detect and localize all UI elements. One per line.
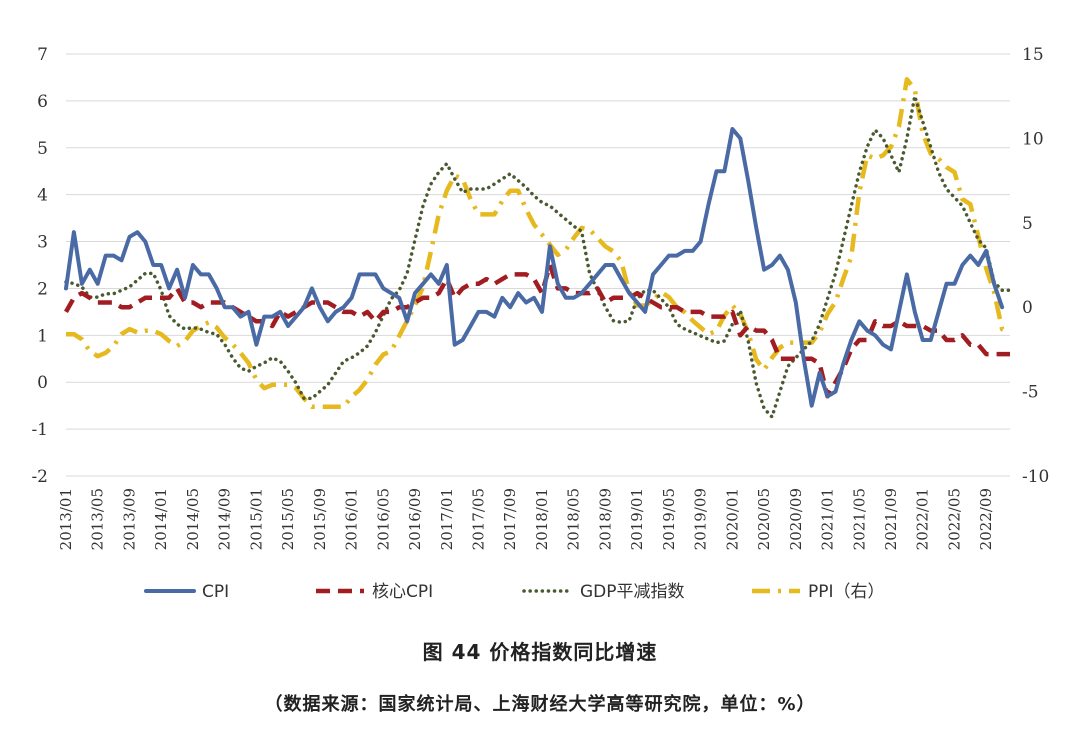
x-tick-label: 2015/05 [279, 488, 297, 550]
y-right-tick-label: 15 [1022, 45, 1044, 65]
y-right-tick-label: 0 [1022, 298, 1033, 318]
x-tick-label: 2019/05 [660, 488, 678, 550]
x-tick-label: 2014/01 [152, 488, 170, 550]
x-tick-label: 2020/01 [723, 488, 741, 550]
x-tick-label: 2018/01 [533, 488, 551, 550]
y-left-tick-label: -1 [31, 420, 48, 440]
series-line-2 [64, 94, 1012, 419]
legend-label-2: GDP平减指数 [580, 582, 685, 602]
x-axis: 2013/01 2013/05 2013/09 2014/01 2014/05 2014/… [57, 488, 995, 550]
x-tick-label: 2022/01 [914, 488, 932, 550]
y-axis-left: -2 -1 0 1 2 3 4 5 6 7 [31, 45, 48, 487]
y-right-tick-label: 5 [1022, 214, 1033, 234]
x-tick-label: 2021/09 [882, 488, 900, 550]
x-tick-label: 2018/09 [596, 488, 614, 550]
y-axis-right: -10 -5 0 5 10 15 [1022, 45, 1049, 487]
x-tick-label: 2019/09 [692, 488, 710, 550]
y-left-tick-label: 5 [37, 139, 48, 159]
gridlines [66, 53, 1010, 477]
y-left-tick-label: -2 [31, 467, 48, 487]
legend-label-1: 核心CPI [372, 582, 433, 602]
x-tick-label: 2014/09 [216, 488, 234, 550]
legend: CPI 核心CPI GDP平减指数 PPI（右） [144, 582, 885, 602]
x-tick-label: 2022/09 [977, 488, 995, 550]
series-line-3 [66, 77, 1010, 410]
x-tick-label: 2021/01 [819, 488, 837, 550]
x-tick-label: 2022/05 [945, 488, 963, 550]
x-tick-label: 2013/05 [89, 488, 107, 550]
x-tick-label: 2015/09 [311, 488, 329, 550]
x-tick-label: 2020/05 [755, 488, 773, 550]
x-tick-label: 2014/05 [184, 488, 202, 550]
x-tick-label: 2017/01 [438, 488, 456, 550]
x-tick-label: 2016/01 [343, 488, 361, 550]
x-tick-label: 2013/01 [57, 488, 75, 550]
figure-source: （数据来源：国家统计局、上海财经大学高等研究院，单位：%） [264, 694, 816, 715]
x-tick-label: 2013/09 [120, 488, 138, 550]
y-left-tick-label: 7 [37, 45, 48, 65]
x-tick-label: 2020/09 [787, 488, 805, 550]
y-left-tick-label: 4 [37, 186, 48, 206]
y-right-tick-label: -10 [1022, 467, 1049, 487]
y-left-tick-label: 3 [37, 233, 48, 253]
series-line-0 [64, 127, 1005, 408]
y-left-tick-label: 0 [37, 373, 48, 393]
x-tick-label: 2019/01 [628, 488, 646, 550]
y-left-tick-label: 2 [37, 279, 48, 299]
legend-label-0: CPI [202, 582, 229, 602]
y-right-tick-label: 10 [1022, 129, 1044, 149]
x-tick-label: 2017/05 [470, 488, 488, 550]
figure-title: 图 44 价格指数同比增速 [422, 640, 658, 664]
x-tick-label: 2021/05 [850, 488, 868, 550]
x-tick-label: 2016/05 [374, 488, 392, 550]
y-right-tick-label: -5 [1022, 383, 1039, 403]
y-left-tick-label: 1 [37, 326, 48, 346]
x-tick-label: 2017/09 [501, 488, 519, 550]
y-left-tick-label: 6 [37, 92, 48, 112]
x-tick-label: 2015/01 [247, 488, 265, 550]
series-lines [64, 77, 1012, 419]
x-tick-label: 2018/05 [565, 488, 583, 550]
legend-label-3: PPI（右） [808, 582, 885, 602]
x-tick-label: 2016/09 [406, 488, 424, 550]
